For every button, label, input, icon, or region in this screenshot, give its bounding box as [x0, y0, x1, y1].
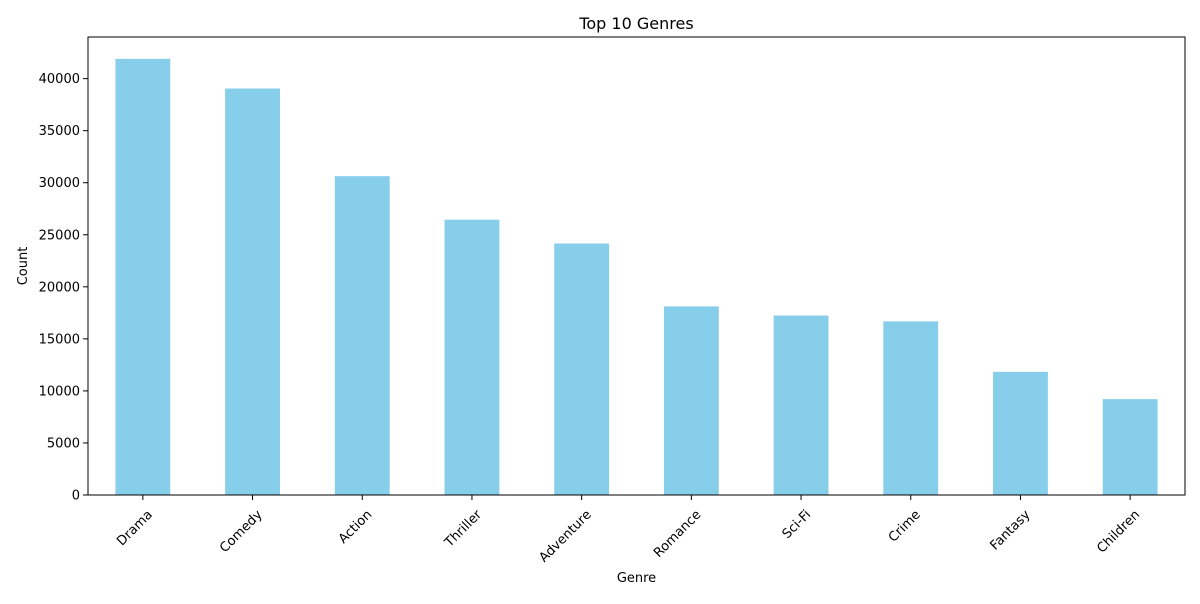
x-tick-label: Fantasy [988, 507, 1034, 553]
y-tick-label: 20000 [39, 280, 80, 295]
y-tick-label: 25000 [39, 228, 80, 243]
x-tick-label: Crime [886, 507, 924, 545]
y-axis-label: Count [16, 247, 31, 286]
y-axis: 0 5000 10000 15000 20000 25000 30000 35000 40000 [39, 72, 88, 504]
bar-crime [883, 321, 939, 495]
bar-drama [115, 58, 171, 496]
bar-adventure [554, 243, 610, 495]
x-tick-label: Comedy [217, 507, 266, 556]
y-tick-label: 10000 [39, 384, 80, 399]
x-tick-label: Action [336, 507, 375, 546]
x-tick-label: Romance [651, 507, 704, 560]
bar-action [334, 176, 390, 496]
bar-fantasy [993, 371, 1048, 495]
x-tick-label: Adventure [537, 507, 595, 565]
bar-children [1102, 399, 1158, 495]
y-tick-label: 5000 [47, 436, 80, 451]
y-tick-label: 15000 [39, 332, 80, 347]
bar-romance [663, 306, 719, 495]
x-tick-label: Thriller [441, 507, 485, 551]
bars-layer [115, 58, 1158, 496]
y-tick-label: 40000 [39, 72, 80, 87]
x-tick-label: Sci-Fi [780, 507, 815, 542]
y-tick-label: 30000 [39, 176, 80, 191]
bar-comedy [225, 88, 280, 495]
y-tick-label: 0 [72, 489, 80, 504]
bar-sci-fi [773, 315, 829, 495]
x-axis: Drama Comedy Action Thriller Adventure Romanc… [114, 495, 1143, 566]
plot-frame [87, 36, 1186, 496]
x-tick-label: Drama [114, 507, 156, 549]
chart-title: Top 10 Genres [578, 14, 693, 33]
x-tick-label: Children [1094, 507, 1143, 556]
bar-thriller [444, 219, 500, 495]
x-axis-label: Genre [617, 571, 656, 586]
y-tick-label: 35000 [39, 124, 80, 139]
